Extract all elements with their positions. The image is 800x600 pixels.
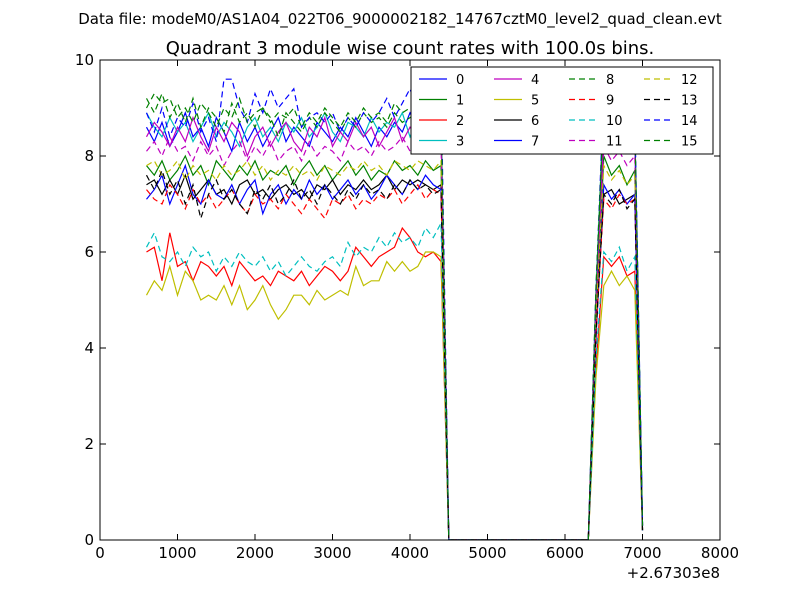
series-line-1: [146, 154, 644, 540]
y-tick-label: 10: [75, 51, 94, 69]
series-line-8: [145, 91, 644, 540]
legend-label-3: 3: [456, 135, 464, 150]
legend-label-13: 13: [681, 94, 698, 109]
x-tick-label: 7000: [623, 544, 661, 562]
series-layer: [145, 78, 644, 540]
y-tick-label: 0: [84, 531, 94, 549]
series-line-11: [146, 135, 644, 540]
x-tick-label: 1000: [158, 544, 196, 562]
legend-label-9: 9: [606, 94, 614, 109]
legend-label-11: 11: [606, 135, 623, 150]
series-line-13: [145, 168, 644, 540]
legend-box: [410, 66, 714, 155]
legend-label-12: 12: [681, 73, 698, 88]
legend-label-15: 15: [681, 135, 698, 150]
legend-label-2: 2: [456, 114, 464, 129]
x-tick-label: 2000: [236, 544, 274, 562]
series-line-9: [146, 183, 644, 540]
chart-title: Quadrant 3 module wise count rates with …: [166, 38, 655, 59]
y-tick-label: 2: [84, 435, 94, 453]
plot-frame: [99, 59, 721, 541]
series-line-12: [146, 159, 644, 540]
legend-label-8: 8: [606, 73, 614, 88]
series-line-0: [145, 111, 644, 540]
series-line-2: [146, 226, 644, 540]
x-tick-label: 0: [95, 544, 105, 562]
legend-label-7: 7: [531, 135, 539, 150]
x-tick-label: 5000: [468, 544, 506, 562]
series-line-14: [145, 78, 644, 540]
legend-label-6: 6: [531, 114, 539, 129]
y-tick-label: 6: [84, 243, 94, 261]
series-line-10: [145, 220, 644, 540]
series-line-4: [145, 111, 644, 540]
legend-label-10: 10: [606, 114, 623, 129]
figure-suptitle: Data file: modeM0/AS1A04_022T06_90000021…: [78, 10, 722, 29]
x-offset-label: +2.67303e8: [627, 564, 720, 582]
series-line-15: [145, 92, 644, 540]
x-tick-label: 8000: [701, 544, 739, 562]
legend-label-0: 0: [456, 73, 464, 88]
legend-label-5: 5: [531, 94, 539, 109]
legend-label-1: 1: [456, 94, 464, 109]
x-tick-label: 6000: [546, 544, 584, 562]
legend-label-4: 4: [531, 73, 539, 88]
x-tick-label: 3000: [313, 544, 351, 562]
legend-label-14: 14: [681, 114, 698, 129]
series-line-5: [145, 251, 644, 540]
y-tick-label: 4: [84, 339, 94, 357]
x-tick-label: 4000: [391, 544, 429, 562]
y-tick-label: 8: [84, 147, 94, 165]
